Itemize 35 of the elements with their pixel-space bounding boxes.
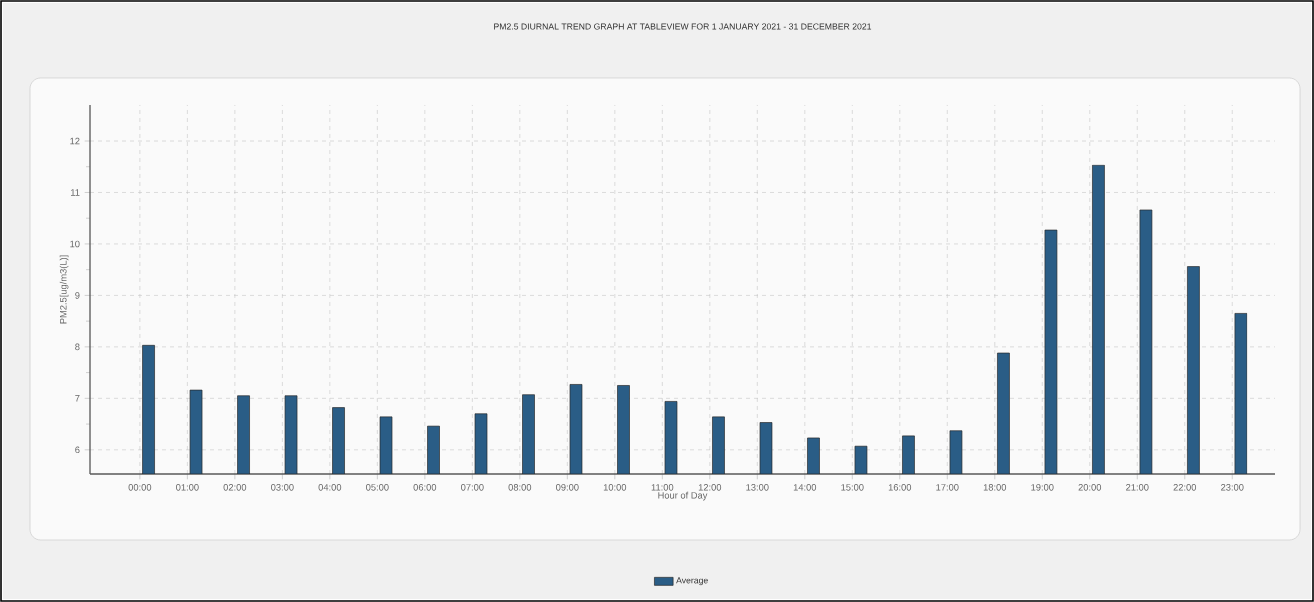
x-tick-label: 20:00 [1078,484,1102,491]
x-tick-label: 04:00 [318,484,342,491]
x-tick-label: 10:00 [603,484,627,491]
x-tick-label: 15:00 [841,484,864,491]
x-tick-label: 21:00 [1126,484,1149,491]
x-tick-label: 01:00 [176,484,199,491]
chart-title: PM2.5 DIURNAL TREND GRAPH AT TABLEVIEW FOR 1 JANUARY 2021 - 31 DECEMBER 2021 [494,23,872,30]
x-tick-label: 16:00 [888,484,912,491]
legend-label: Average [676,577,708,586]
x-tick-label: 02:00 [223,484,247,491]
y-tick-label: 9 [75,292,80,299]
y-axis-title: PM2.5[ug/m3(L)] [59,255,69,324]
x-tick-label: 19:00 [1031,484,1054,491]
x-tick-label: 18:00 [983,484,1007,491]
x-tick-label: 17:00 [936,484,959,491]
y-tick-label: 11 [70,189,80,196]
x-tick-label: 22:00 [1173,484,1197,491]
x-tick-label: 13:00 [746,484,769,491]
y-tick-label: 6 [75,446,80,454]
x-tick-label: 09:00 [556,484,579,491]
x-tick-label: 12:00 [698,484,722,491]
y-tick-label: 10 [70,240,80,248]
x-tick-label: 14:00 [793,484,817,491]
y-tick-label: 8 [75,343,80,351]
x-tick-label: 00:00 [128,484,152,491]
x-tick-label: 08:00 [508,484,532,491]
x-tick-label: 03:00 [271,484,294,491]
x-tick-label: 11:00 [651,484,674,491]
x-tick-label: 23:00 [1221,484,1244,491]
y-tick-label: 7 [75,395,80,402]
x-tick-label: 06:00 [413,484,437,491]
y-tick-label: 12 [70,137,80,145]
x-tick-label: 05:00 [366,484,389,491]
x-tick-label: 07:00 [461,484,484,491]
x-axis-title: Hour of Day [658,491,708,501]
